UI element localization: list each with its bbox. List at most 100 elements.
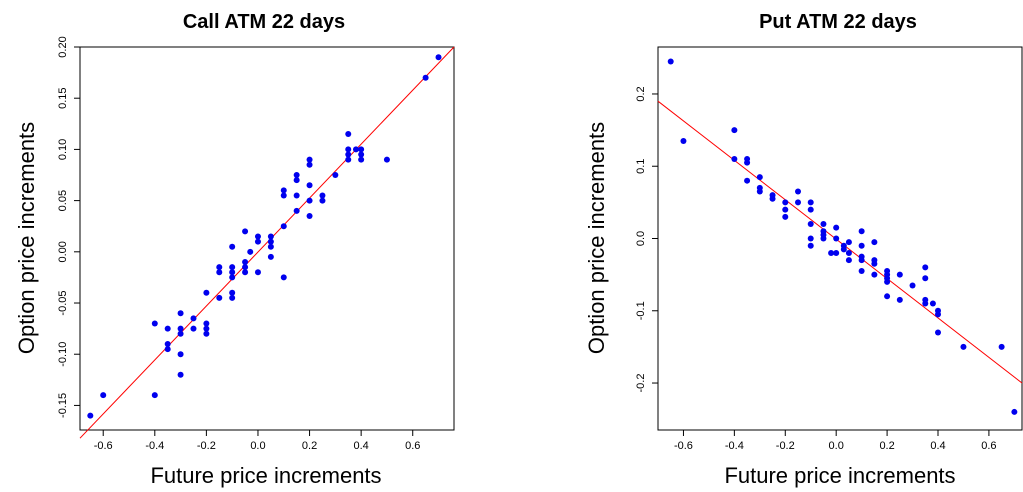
x-axis-label-call: Future price increments — [150, 463, 381, 488]
data-point — [922, 275, 929, 282]
y-tick-label: 0.1 — [635, 159, 647, 174]
data-point — [833, 249, 840, 256]
data-point — [795, 188, 801, 195]
data-point — [769, 195, 776, 202]
data-point — [203, 325, 210, 332]
data-point — [242, 264, 249, 271]
data-point — [229, 269, 236, 276]
x-tick-label: -0.4 — [725, 440, 744, 452]
data-point — [177, 351, 184, 358]
data-point — [229, 289, 236, 296]
x-tick-label: 0.4 — [353, 440, 368, 452]
chart-title-call: Call ATM 22 days — [183, 11, 345, 33]
y-tick-label: 0.2 — [635, 86, 647, 101]
data-point — [242, 269, 249, 276]
data-point — [680, 137, 687, 144]
data-point — [833, 235, 840, 242]
y-axis-call: -0.15 -0.10 -0.05 0.00 0.05 0.10 0.15 0.20 — [57, 36, 80, 418]
y-tick-label: -0.15 — [57, 393, 69, 418]
data-point — [858, 268, 865, 275]
data-point — [229, 274, 236, 281]
y-tick-label: -0.10 — [57, 342, 69, 367]
x-tick-label: 0.6 — [981, 440, 996, 452]
data-point — [820, 221, 827, 228]
data-point — [807, 199, 814, 206]
data-point — [293, 207, 300, 214]
y-tick-label: -0.2 — [635, 374, 647, 393]
data-point — [306, 197, 313, 204]
x-tick-label: -0.6 — [94, 440, 113, 452]
data-point — [871, 260, 878, 267]
regression-line-call — [79, 46, 455, 439]
x-tick-label: 0.2 — [879, 440, 894, 452]
data-point — [280, 223, 287, 230]
data-point — [744, 159, 751, 166]
data-point — [871, 239, 878, 246]
data-point — [352, 146, 359, 153]
data-point — [247, 248, 254, 255]
data-point — [782, 213, 789, 220]
data-point — [756, 188, 763, 195]
y-tick-label: -0.05 — [57, 290, 69, 315]
x-tick-label: 0.2 — [302, 440, 317, 452]
data-point — [203, 289, 210, 296]
data-point — [280, 187, 287, 194]
data-point — [731, 127, 738, 134]
x-tick-label: 0.0 — [250, 440, 265, 452]
data-point — [345, 151, 352, 158]
data-point — [267, 253, 274, 260]
data-point — [254, 238, 261, 245]
data-point — [293, 172, 300, 179]
data-point — [177, 325, 184, 332]
data-point — [177, 310, 184, 317]
x-tick-label: -0.4 — [145, 440, 164, 452]
data-point — [922, 264, 929, 271]
data-point — [229, 264, 236, 271]
data-point — [922, 300, 929, 307]
data-point — [782, 199, 789, 206]
data-point — [782, 206, 789, 213]
chart-call: Call ATM 22 days -0.6 -0.4 -0.2 0.0 0.2 0.4 0.… — [14, 11, 455, 488]
y-tick-label: 0.05 — [57, 190, 69, 211]
data-point — [151, 392, 158, 399]
data-point — [229, 294, 236, 301]
data-point — [840, 246, 847, 253]
data-point — [164, 346, 171, 353]
data-point — [203, 320, 210, 327]
data-point — [909, 282, 916, 289]
chart-title-put: Put ATM 22 days — [759, 11, 917, 33]
data-point — [383, 156, 390, 163]
data-point — [216, 264, 223, 271]
data-point — [858, 228, 865, 235]
data-point — [306, 182, 313, 189]
data-point — [756, 174, 763, 181]
data-point — [1011, 408, 1018, 415]
data-point — [177, 330, 184, 337]
plot-frame-put — [657, 46, 1023, 431]
x-axis-put: -0.6 -0.4 -0.2 0.0 0.2 0.4 0.6 — [674, 430, 997, 452]
x-tick-label: 0.0 — [829, 440, 844, 452]
data-point — [358, 146, 365, 153]
data-point — [896, 296, 903, 303]
data-point — [744, 177, 751, 184]
data-point — [242, 228, 249, 235]
data-point — [216, 294, 223, 301]
data-point — [254, 233, 261, 240]
scatter-points-put — [667, 58, 1018, 415]
scatter-points-call — [87, 54, 442, 419]
data-point — [871, 271, 878, 278]
data-point — [229, 243, 236, 250]
data-point — [858, 257, 865, 264]
data-point — [884, 293, 891, 300]
data-point — [100, 392, 107, 399]
regression-line-put — [657, 100, 1023, 384]
x-tick-label: 0.6 — [405, 440, 420, 452]
data-point — [242, 259, 249, 266]
data-point — [254, 269, 261, 276]
x-tick-label: -0.6 — [674, 440, 693, 452]
data-point — [358, 156, 365, 163]
data-point — [929, 300, 936, 307]
data-point — [833, 224, 840, 231]
data-point — [960, 343, 967, 350]
